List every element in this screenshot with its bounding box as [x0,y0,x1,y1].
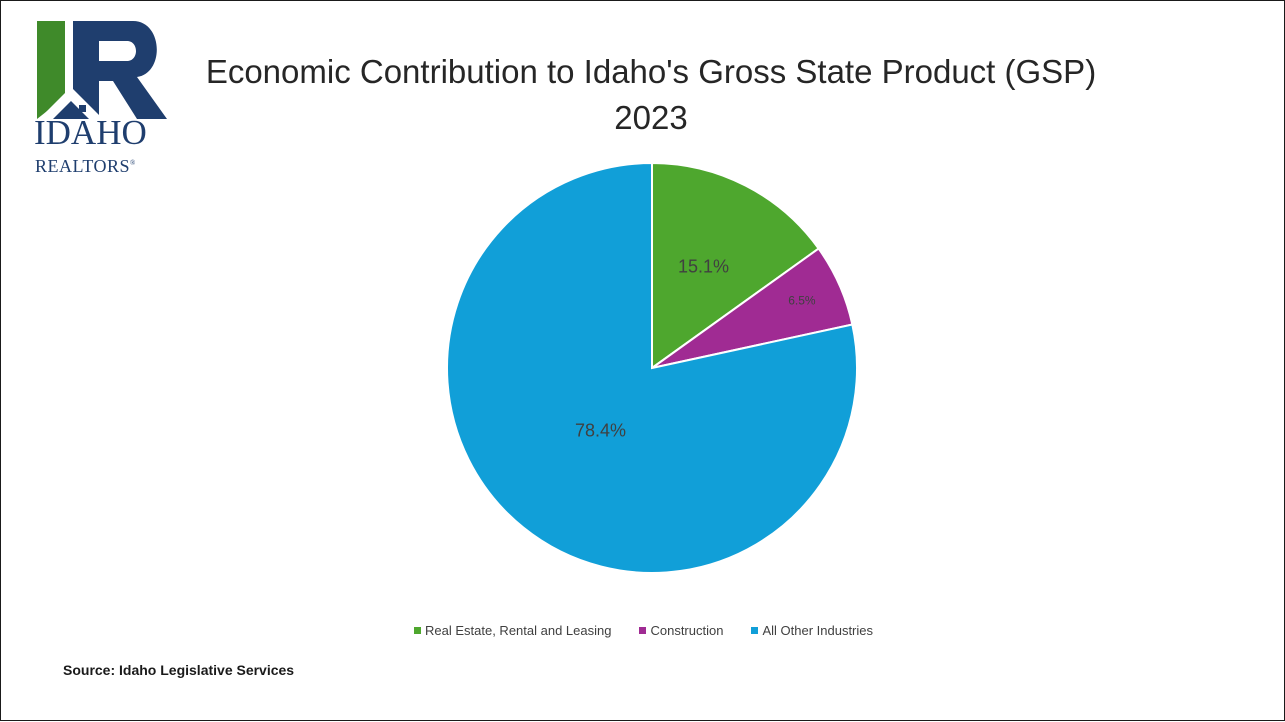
logo-window-2 [79,105,86,112]
source-note: Source: Idaho Legislative Services [63,662,295,678]
logo-r-mark-icon [37,21,167,119]
logo-line-1: IDAHO [34,113,147,152]
legend-item-1: Real Estate, Rental and Leasing [414,623,611,638]
legend-label-1: Real Estate, Rental and Leasing [425,623,612,638]
logo-line-2-text: REALTORS [35,156,131,176]
registered-mark: ® [130,159,136,167]
pie-slices [446,161,858,574]
logo-line-2: REALTORS® [35,153,195,176]
pie-data-label-2: 6.5% [788,294,816,308]
logo-green-bar [37,21,65,119]
logo-window-1 [67,105,74,112]
chart-legend: Real Estate, Rental and Leasing Construct… [1,623,1285,638]
legend-swatch-2 [639,627,647,634]
chart-title: Economic Contribution to Idaho's Gross S… [191,49,1111,141]
pie-data-label-3: 78.4% [575,421,626,441]
legend-label-2: Construction [650,623,724,638]
legend-item-3: All Other Industries [751,623,873,638]
legend-swatch-1 [414,627,421,634]
pie-slice-1 [651,161,820,370]
chart-title-line-1: Economic Contribution to Idaho's Gross S… [205,53,1097,90]
legend-item-2: Construction [639,623,723,638]
pie-data-label-1: 15.1% [678,256,729,276]
legend-swatch-3 [751,627,759,634]
pie-data-labels: 15.1% 6.5% 78.4% [575,256,816,440]
chart-title-line-2: 2023 [614,99,688,136]
pie-slice-3 [446,161,858,574]
logo-r-letter [73,21,167,119]
legend-label-3: All Other Industries [762,623,873,638]
idaho-realtors-logo: IDAHO REALTORS® [33,19,183,179]
